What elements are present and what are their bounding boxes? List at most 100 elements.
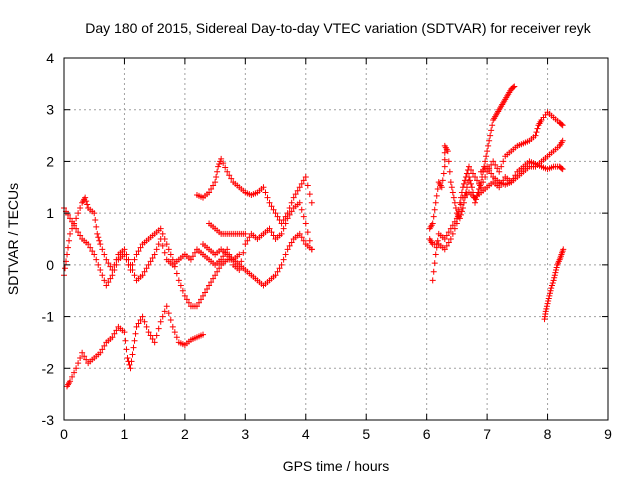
data-point bbox=[157, 318, 164, 325]
y-tick-label: 4 bbox=[46, 50, 54, 66]
y-tick-label: 1 bbox=[46, 205, 54, 221]
data-point bbox=[445, 229, 452, 236]
data-point bbox=[286, 242, 293, 249]
data-point bbox=[83, 356, 90, 363]
data-point bbox=[66, 237, 73, 244]
x-tick-label: 0 bbox=[60, 426, 68, 442]
x-tick-label: 4 bbox=[302, 426, 310, 442]
data-point bbox=[77, 204, 84, 211]
data-point bbox=[288, 239, 295, 246]
data-point bbox=[204, 285, 211, 292]
data-point bbox=[486, 137, 493, 144]
data-point bbox=[496, 168, 503, 175]
data-point bbox=[240, 249, 247, 256]
data-point bbox=[218, 256, 225, 263]
data-point bbox=[91, 210, 98, 217]
data-point bbox=[458, 189, 465, 196]
data-point bbox=[135, 248, 142, 255]
data-point bbox=[179, 287, 186, 294]
data-point bbox=[482, 158, 489, 165]
data-point bbox=[466, 177, 473, 184]
data-point bbox=[446, 168, 453, 175]
data-point bbox=[449, 222, 456, 229]
data-point bbox=[222, 164, 229, 171]
data-point bbox=[123, 251, 130, 258]
data-point bbox=[268, 229, 275, 236]
y-axis-label: SDTVAR / TECUs bbox=[5, 183, 21, 295]
data-point bbox=[270, 232, 277, 239]
series-track-a bbox=[61, 204, 315, 310]
data-point bbox=[113, 327, 120, 334]
data-point bbox=[304, 229, 311, 236]
data-point bbox=[304, 182, 311, 189]
data-point bbox=[62, 265, 69, 272]
data-point bbox=[151, 339, 158, 346]
data-point bbox=[210, 182, 217, 189]
data-point bbox=[73, 215, 80, 222]
data-point bbox=[189, 253, 196, 260]
data-point bbox=[432, 251, 439, 258]
x-tick-label: 2 bbox=[181, 426, 189, 442]
data-point bbox=[132, 330, 139, 337]
data-point bbox=[95, 234, 102, 241]
y-tick-label: 3 bbox=[46, 102, 54, 118]
series-track-d bbox=[193, 155, 315, 263]
data-point bbox=[298, 206, 305, 213]
data-point bbox=[300, 237, 307, 244]
data-point bbox=[169, 323, 176, 330]
data-point bbox=[177, 282, 184, 289]
data-point bbox=[91, 251, 98, 258]
data-point bbox=[103, 256, 110, 263]
y-tick-label: -2 bbox=[42, 360, 55, 376]
data-point bbox=[157, 236, 164, 242]
data-point bbox=[153, 332, 160, 339]
data-point bbox=[470, 170, 477, 177]
data-point bbox=[92, 217, 99, 224]
data-point bbox=[469, 184, 475, 191]
data-point bbox=[210, 275, 217, 282]
data-point bbox=[451, 199, 458, 206]
data-point bbox=[546, 292, 553, 299]
data-point bbox=[498, 163, 505, 170]
data-point bbox=[242, 230, 249, 237]
data-point bbox=[262, 189, 269, 196]
data-point bbox=[488, 127, 495, 134]
data-point bbox=[109, 334, 116, 341]
data-point bbox=[155, 241, 162, 248]
data-point bbox=[545, 298, 552, 305]
data-point bbox=[97, 241, 104, 248]
data-point bbox=[109, 272, 116, 279]
data-point bbox=[159, 242, 166, 249]
data-point bbox=[290, 194, 297, 201]
data-point bbox=[276, 265, 283, 272]
data-point bbox=[547, 287, 554, 294]
data-point bbox=[165, 246, 172, 253]
data-point bbox=[551, 274, 558, 281]
data-point bbox=[193, 303, 200, 310]
data-point bbox=[220, 253, 227, 260]
data-point bbox=[127, 261, 134, 268]
data-point bbox=[75, 229, 82, 236]
data-point bbox=[167, 317, 174, 324]
series-track-h bbox=[541, 246, 567, 323]
data-point bbox=[441, 236, 448, 242]
data-point bbox=[552, 269, 559, 276]
data-point bbox=[266, 225, 273, 232]
data-point bbox=[85, 241, 92, 248]
data-point bbox=[472, 173, 479, 180]
data-point bbox=[441, 246, 448, 253]
data-point bbox=[147, 332, 154, 339]
data-point bbox=[500, 158, 507, 165]
data-point bbox=[288, 208, 295, 215]
data-point bbox=[482, 173, 489, 180]
data-point bbox=[191, 249, 198, 256]
data-point bbox=[143, 323, 150, 330]
data-point bbox=[438, 184, 445, 191]
data-point bbox=[453, 215, 460, 222]
data-point bbox=[511, 83, 518, 90]
data-point bbox=[543, 303, 550, 310]
data-point bbox=[236, 251, 243, 258]
data-point bbox=[67, 378, 74, 385]
data-point bbox=[433, 192, 440, 199]
data-point bbox=[558, 121, 565, 128]
